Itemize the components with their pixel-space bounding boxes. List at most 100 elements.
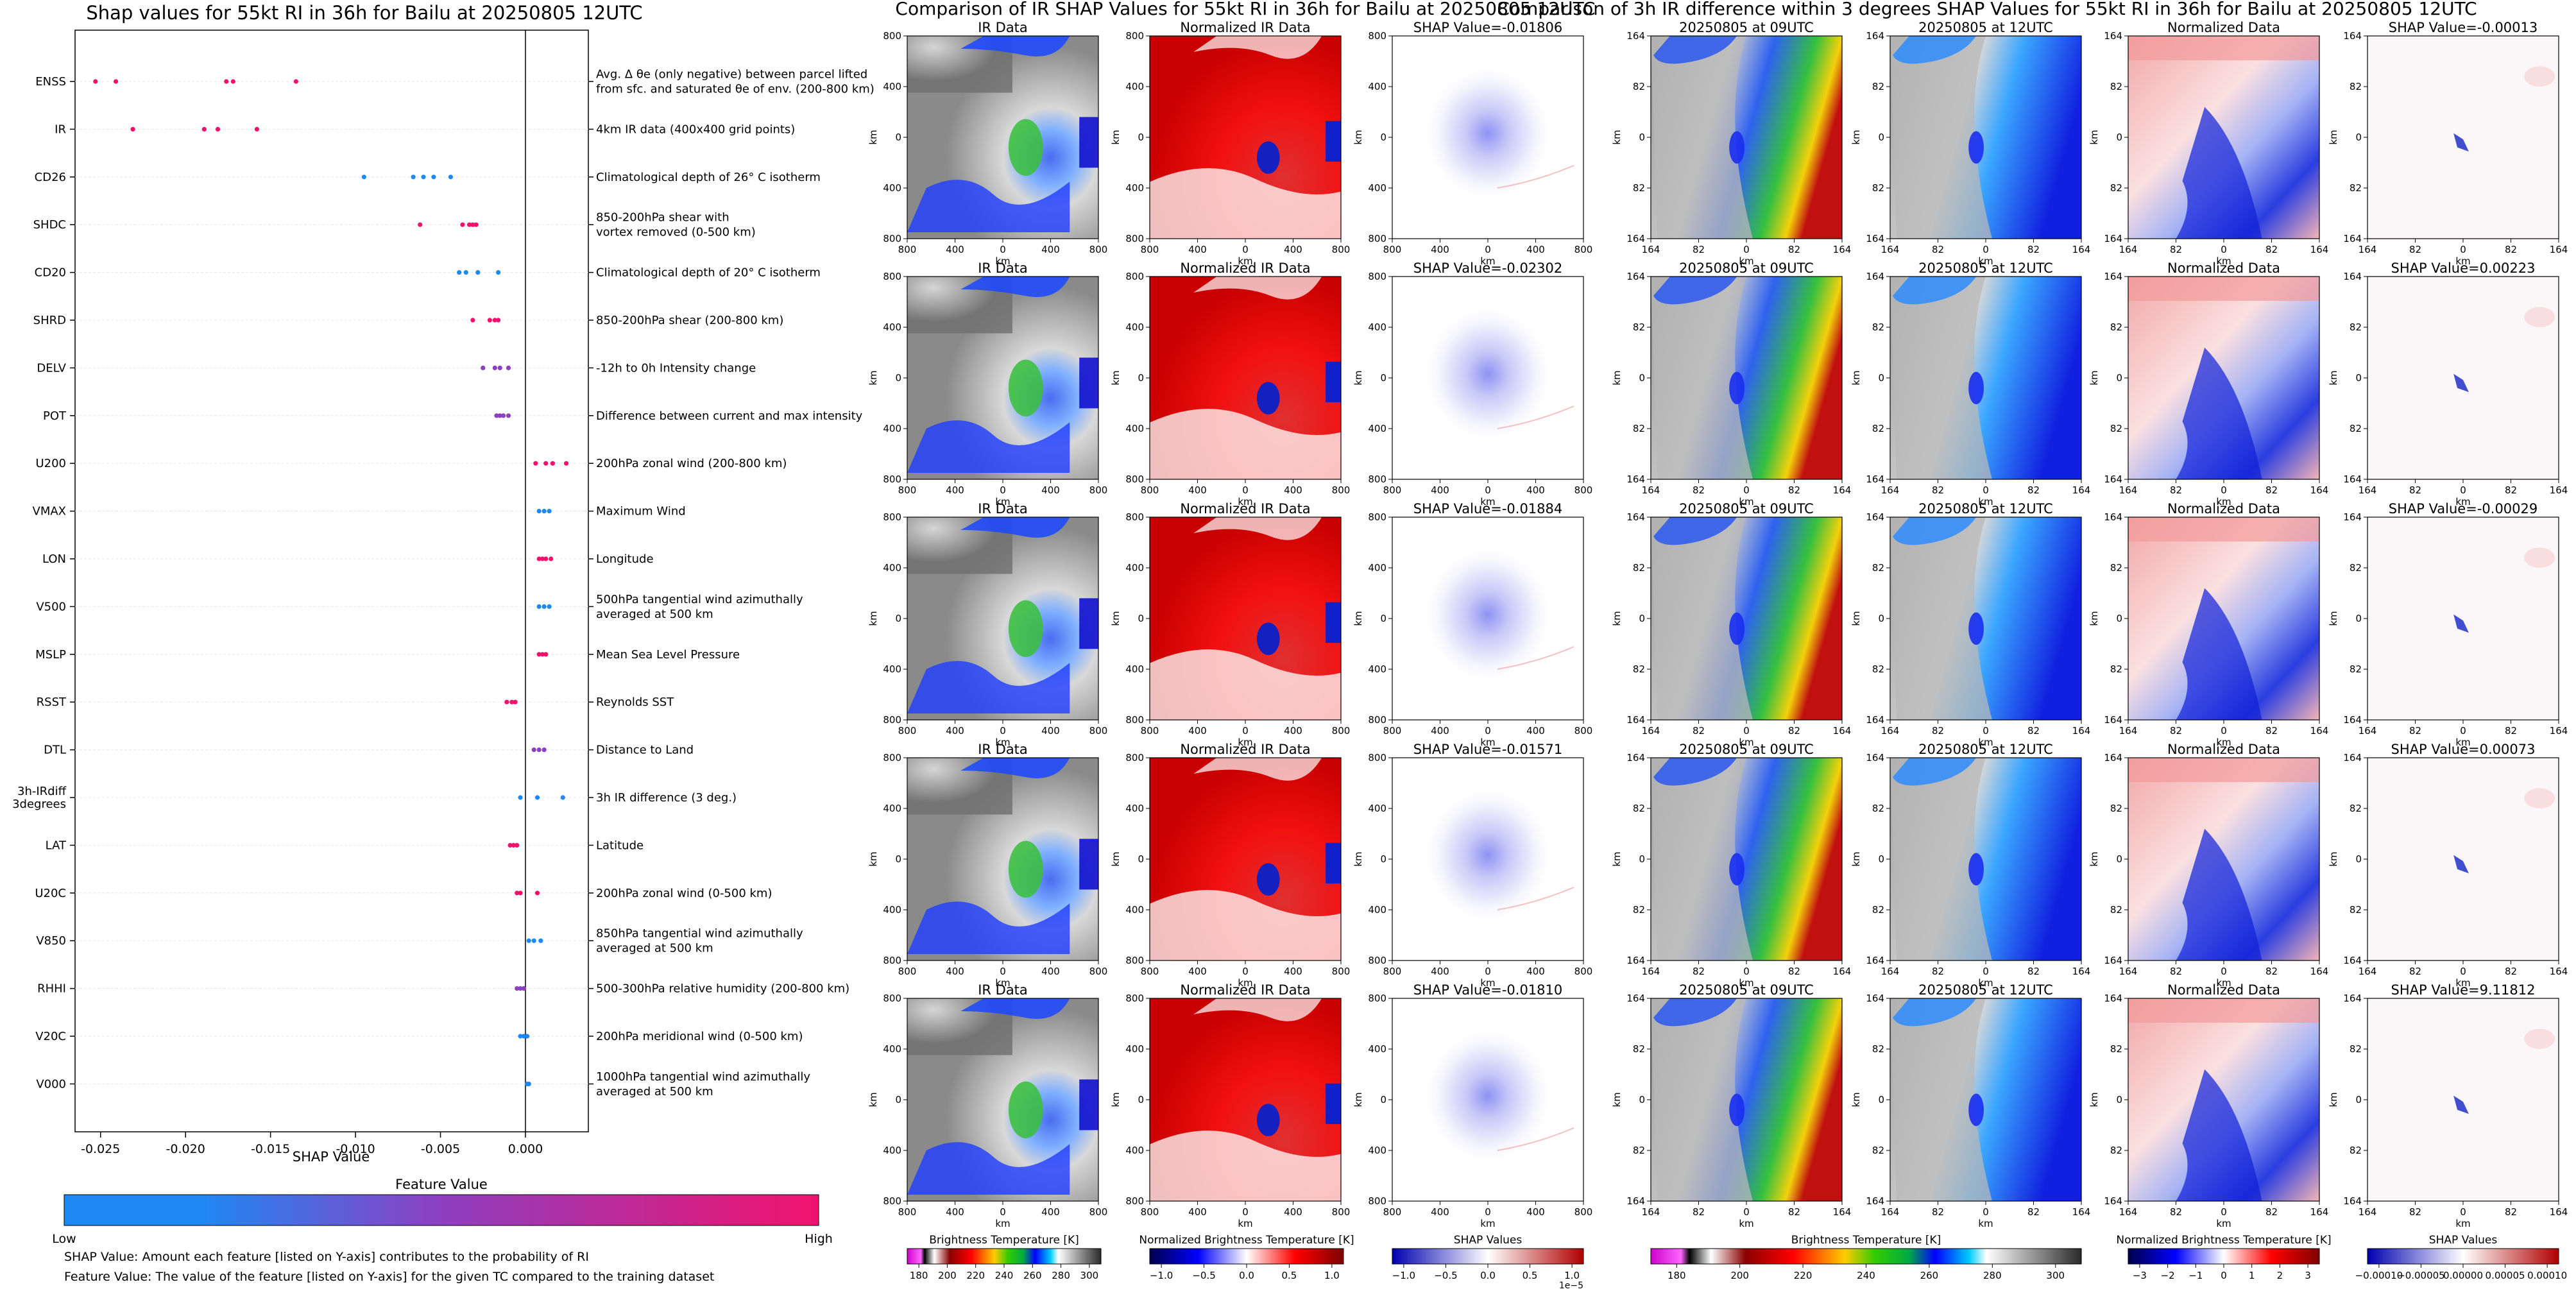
x-tick-label: 400 bbox=[946, 1206, 964, 1218]
x-axis-label: km bbox=[2216, 255, 2231, 267]
y-tick-label: 82 bbox=[1633, 663, 1645, 675]
norm-feature bbox=[2128, 998, 2319, 1023]
norm-feature bbox=[2128, 36, 2319, 60]
shap-diff-panel: SHAP Value=9.11812 164 82 0 82 164 km 164 82 0 82 1… bbox=[2328, 982, 2568, 1229]
feature-label: MSLP bbox=[35, 648, 66, 662]
y-tick-label: 800 bbox=[1125, 955, 1144, 966]
x-tick-label: 164 bbox=[2358, 484, 2377, 496]
shap-point bbox=[496, 318, 501, 323]
shap-point bbox=[421, 175, 426, 180]
colorbar-label: SHAP Values bbox=[1454, 1234, 1523, 1247]
shap-point bbox=[506, 365, 511, 371]
y-axis-label: km bbox=[1850, 851, 1862, 866]
panel-title: Normalized IR Data bbox=[1180, 742, 1310, 757]
x-tick-label: -0.015 bbox=[251, 1142, 290, 1156]
x-tick-label: 164 bbox=[2358, 966, 2377, 977]
y-tick-label: 0 bbox=[1380, 613, 1386, 624]
x-tick-label: 82 bbox=[2027, 244, 2040, 255]
normd-panel: Normalized Data 164 82 0 82 164 km 164 82 0 82 164 k… bbox=[2088, 982, 2328, 1229]
norm-core bbox=[1256, 382, 1280, 414]
x-tick-label: 164 bbox=[2358, 1206, 2377, 1218]
cloud-cell bbox=[1968, 612, 1984, 645]
shap-point bbox=[466, 222, 472, 227]
y-tick-label: 164 bbox=[2343, 714, 2362, 726]
colorbar-bar bbox=[1149, 1248, 1344, 1265]
cloud-band bbox=[1653, 758, 1737, 786]
y-tick-label: 0 bbox=[2116, 372, 2122, 384]
convection-band bbox=[1079, 598, 1098, 649]
shap-point bbox=[549, 556, 554, 561]
x-tick-label: 82 bbox=[1788, 484, 1800, 496]
y-axis-label: km bbox=[2088, 611, 2100, 626]
y-tick-label: 164 bbox=[1626, 752, 1645, 764]
shap-point bbox=[536, 509, 542, 514]
y-tick-label: 82 bbox=[2110, 663, 2122, 675]
convection-band bbox=[907, 661, 1070, 713]
shap-point bbox=[506, 413, 511, 418]
norm-core bbox=[1326, 842, 1341, 884]
colorbar-tick-label: −0.5 bbox=[1434, 1270, 1457, 1281]
panel-title: Normalized Data bbox=[2167, 260, 2280, 276]
x-tick-label: 0 bbox=[2460, 725, 2466, 737]
shap-streak bbox=[1497, 646, 1574, 670]
y-axis-label: km bbox=[867, 851, 879, 866]
y-tick-label: 0 bbox=[1878, 613, 1884, 624]
y-axis-label: km bbox=[867, 1092, 879, 1107]
norm-core bbox=[1256, 1104, 1280, 1136]
panel-title: Normalized IR Data bbox=[1180, 20, 1310, 35]
feature-label: LAT bbox=[46, 839, 67, 852]
shap-point bbox=[500, 413, 506, 418]
shap-point bbox=[542, 509, 547, 514]
norm-feature bbox=[2176, 1069, 2262, 1201]
shap-point bbox=[361, 175, 366, 180]
y-tick-label: 0 bbox=[895, 132, 901, 143]
y-tick-label: 0 bbox=[2116, 613, 2122, 624]
x-tick-label: 800 bbox=[1089, 966, 1108, 977]
colorbar-tick-label: 1.0 bbox=[1564, 1270, 1580, 1281]
panel-title: SHAP Value=-0.01571 bbox=[1413, 742, 1563, 757]
normd-panel: Normalized Data 164 82 0 82 164 km 164 82 0 82 164 k… bbox=[2088, 20, 2328, 267]
x-tick-label: 0 bbox=[2221, 244, 2227, 255]
x-tick-label: -0.010 bbox=[336, 1142, 375, 1156]
x-axis-label: km bbox=[2455, 255, 2470, 267]
x-tick-label: 0 bbox=[2460, 1206, 2466, 1218]
left-title: Shap values for 55kt RI in 36h for Bailu… bbox=[86, 2, 642, 24]
shap-point bbox=[470, 318, 475, 323]
y-axis-label: km bbox=[2328, 851, 2339, 866]
feature-description: -12h to 0h Intensity change bbox=[596, 361, 756, 375]
colorbar-tick-label: 0 bbox=[2221, 1270, 2227, 1281]
norm-core bbox=[1326, 121, 1341, 162]
shap-point bbox=[518, 891, 523, 896]
y-tick-label: 82 bbox=[2350, 562, 2362, 574]
panel-title: SHAP Value=-0.01884 bbox=[1413, 501, 1563, 516]
normd-panel: Normalized Data 164 82 0 82 164 km 164 82 0 82 164 k… bbox=[2088, 260, 2328, 508]
x-tick-label: 164 bbox=[2072, 1206, 2091, 1218]
y-axis-label: km bbox=[867, 370, 879, 385]
x-tick-label: 0 bbox=[1485, 1206, 1491, 1218]
x-tick-label: 0 bbox=[1983, 966, 1989, 977]
y-axis-label: km bbox=[1352, 851, 1364, 866]
cloud-band bbox=[1653, 277, 1737, 305]
y-tick-label: 164 bbox=[2343, 271, 2362, 282]
x-tick-label: 82 bbox=[2265, 966, 2278, 977]
colorbar-tick-label: 0.5 bbox=[1282, 1270, 1297, 1281]
norm-core bbox=[1326, 1083, 1341, 1124]
x-tick-label: 164 bbox=[2119, 966, 2138, 977]
y-tick-label: 400 bbox=[1125, 562, 1144, 574]
feature-label: U200 bbox=[35, 457, 66, 470]
shap-feature bbox=[2524, 66, 2555, 87]
y-axis-label: km bbox=[1611, 611, 1623, 626]
panel-title: SHAP Value=-0.01806 bbox=[1413, 20, 1563, 35]
shap-streak bbox=[1497, 405, 1574, 429]
shap-blob bbox=[1426, 68, 1549, 198]
feature-label: CD26 bbox=[35, 171, 66, 184]
shap-point bbox=[536, 604, 542, 610]
x-tick-label: 164 bbox=[2072, 484, 2091, 496]
norm-feature bbox=[2176, 828, 2262, 960]
panel-title: 20250805 at 12UTC bbox=[1918, 260, 2053, 276]
x-tick-label: 0 bbox=[1743, 484, 1750, 496]
y-tick-label: 82 bbox=[2110, 562, 2122, 574]
shap-point bbox=[518, 1034, 523, 1039]
